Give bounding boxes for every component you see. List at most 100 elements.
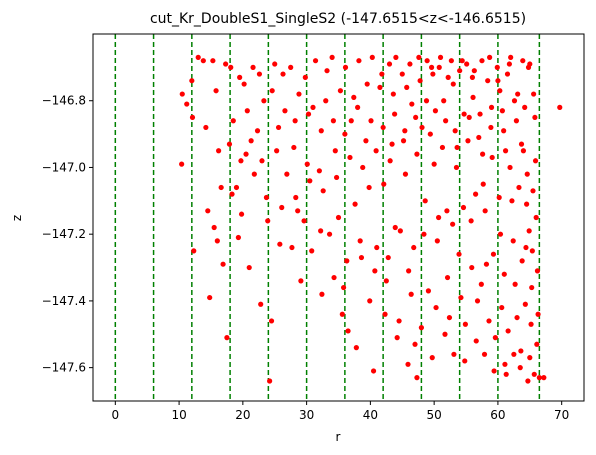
- scatter-point: [507, 61, 512, 66]
- scatter-point: [525, 172, 530, 177]
- scatter-point: [504, 372, 509, 377]
- scatter-point: [228, 65, 233, 70]
- scatter-point: [520, 258, 525, 263]
- x-tick-label: 10: [171, 408, 186, 422]
- x-tick-label: 20: [235, 408, 250, 422]
- scatter-point: [196, 55, 201, 60]
- scatter-point: [234, 185, 239, 190]
- scatter-point: [295, 208, 300, 213]
- scatter-point: [344, 258, 349, 263]
- scatter-point: [438, 55, 443, 60]
- scatter-point: [384, 278, 389, 283]
- scatter-point: [484, 262, 489, 267]
- scatter-point: [497, 195, 502, 200]
- scatter-point: [310, 105, 315, 110]
- scatter-point: [491, 252, 496, 257]
- scatter-point: [446, 75, 451, 80]
- scatter-point: [443, 118, 448, 123]
- scatter-point: [393, 55, 398, 60]
- scatter-point: [430, 355, 435, 360]
- scatter-point: [451, 81, 456, 86]
- scatter-point: [418, 78, 423, 83]
- scatter-point: [425, 58, 430, 63]
- scatter-point: [284, 172, 289, 177]
- scatter-point: [535, 312, 540, 317]
- scatter-point: [503, 148, 508, 153]
- scatter-point: [265, 218, 270, 223]
- scatter-point: [464, 61, 469, 66]
- scatter-point: [387, 61, 392, 66]
- scatter-point: [493, 335, 498, 340]
- scatter-point: [404, 85, 409, 90]
- scatter-point: [534, 342, 539, 347]
- scatter-point: [440, 145, 445, 150]
- scatter-point: [437, 65, 442, 70]
- scatter-point: [289, 245, 294, 250]
- scatter-point: [416, 55, 421, 60]
- scatter-point: [184, 101, 189, 106]
- scatter-point: [371, 368, 376, 373]
- scatter-point: [321, 188, 326, 193]
- scatter-point: [524, 202, 529, 207]
- scatter-point: [340, 312, 345, 317]
- scatter-point: [402, 128, 407, 133]
- scatter-point: [472, 68, 477, 73]
- scatter-point: [424, 98, 429, 103]
- x-tick-label: 40: [363, 408, 378, 422]
- scatter-point: [363, 138, 368, 143]
- scatter-point: [423, 198, 428, 203]
- scatter-point: [409, 101, 414, 106]
- scatter-point: [450, 222, 455, 227]
- scatter-point: [528, 322, 533, 327]
- scatter-point: [476, 135, 481, 140]
- scatter-point: [485, 78, 490, 83]
- scatter-point: [288, 65, 293, 70]
- x-tick-label: 0: [111, 408, 119, 422]
- scatter-point: [264, 195, 269, 200]
- scatter-point: [274, 148, 279, 153]
- scatter-point: [379, 71, 384, 76]
- scatter-point: [511, 238, 516, 243]
- scatter-point: [521, 148, 526, 153]
- scatter-point: [442, 332, 447, 337]
- scatter-point: [475, 298, 480, 303]
- scatter-point: [272, 61, 277, 66]
- scatter-point: [506, 328, 511, 333]
- scatter-point: [482, 352, 487, 357]
- scatter-point: [201, 58, 206, 63]
- scatter-point: [319, 292, 324, 297]
- scatter-point: [514, 315, 519, 320]
- scatter-point: [455, 145, 460, 150]
- scatter-point: [277, 242, 282, 247]
- scatter-point: [532, 372, 537, 377]
- scatter-point: [469, 218, 474, 223]
- scatter-point: [421, 232, 426, 237]
- chart-title: cut_Kr_DoubleS1_SingleS2 (-147.6515<z<-1…: [150, 11, 526, 27]
- scatter-point: [405, 362, 410, 367]
- scatter-point: [245, 108, 250, 113]
- scatter-point: [501, 128, 506, 133]
- scatter-point: [396, 318, 401, 323]
- scatter-point: [224, 335, 229, 340]
- scatter-point: [381, 125, 386, 130]
- scatter-point: [453, 128, 458, 133]
- scatter-point: [270, 88, 275, 93]
- scatter-point: [483, 208, 488, 213]
- scatter-point: [360, 165, 365, 170]
- scatter-point: [365, 81, 370, 86]
- scatter-point: [467, 115, 472, 120]
- scatter-point: [212, 225, 217, 230]
- scatter-point: [557, 105, 562, 110]
- scatter-point: [358, 238, 363, 243]
- scatter-point: [426, 288, 431, 293]
- scatter-point: [481, 182, 486, 187]
- scatter-point: [367, 185, 372, 190]
- scatter-point: [447, 315, 452, 320]
- scatter-point: [419, 325, 424, 330]
- scatter-point: [223, 61, 228, 66]
- scatter-point: [462, 358, 467, 363]
- scatter-point: [461, 205, 466, 210]
- scatter-point: [190, 115, 195, 120]
- scatter-point: [391, 91, 396, 96]
